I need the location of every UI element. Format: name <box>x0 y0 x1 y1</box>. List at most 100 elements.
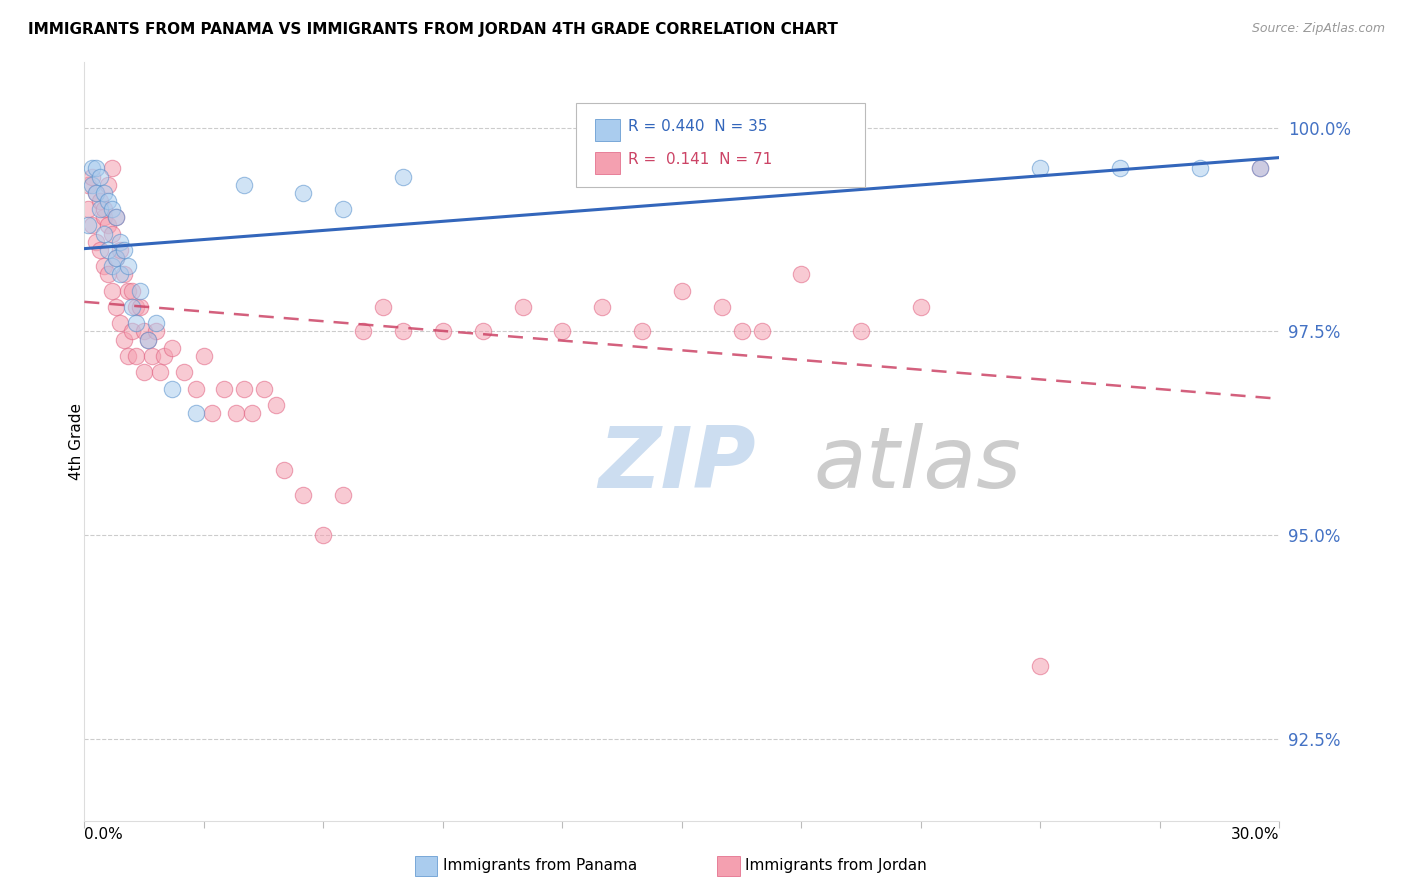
Point <box>101 284 124 298</box>
Point <box>1249 161 1271 176</box>
Point <box>352 325 374 339</box>
Point <box>751 325 773 339</box>
Point <box>129 284 152 298</box>
Text: 0.0%: 0.0% <box>84 827 124 842</box>
Point <box>312 528 335 542</box>
Point <box>89 194 111 208</box>
Point <box>212 382 235 396</box>
Point <box>851 325 873 339</box>
Point <box>97 178 120 192</box>
Point <box>160 341 183 355</box>
Point <box>77 219 100 233</box>
Point <box>671 284 693 298</box>
Point <box>101 161 124 176</box>
Point <box>112 333 135 347</box>
Point <box>1109 161 1132 176</box>
Point <box>105 251 128 265</box>
Point <box>117 349 139 363</box>
Point <box>82 178 104 192</box>
Point <box>97 194 120 208</box>
Point <box>145 316 167 330</box>
Point <box>910 300 932 314</box>
Point <box>82 161 104 176</box>
Point <box>790 268 813 282</box>
Point <box>110 268 132 282</box>
Point <box>121 284 143 298</box>
Text: atlas: atlas <box>814 423 1021 506</box>
Point <box>253 382 276 396</box>
Text: Immigrants from Jordan: Immigrants from Jordan <box>745 858 927 872</box>
Point <box>201 406 224 420</box>
Point <box>136 333 159 347</box>
Point <box>110 235 132 249</box>
Text: IMMIGRANTS FROM PANAMA VS IMMIGRANTS FROM JORDAN 4TH GRADE CORRELATION CHART: IMMIGRANTS FROM PANAMA VS IMMIGRANTS FRO… <box>28 22 838 37</box>
Point <box>136 333 159 347</box>
Point <box>101 227 124 241</box>
Point <box>110 243 132 257</box>
Point <box>240 406 263 420</box>
Point <box>232 178 254 192</box>
Point <box>432 325 454 339</box>
Point <box>332 202 354 217</box>
Point <box>132 325 156 339</box>
Point <box>149 365 172 379</box>
Point <box>160 382 183 396</box>
Point <box>710 300 733 314</box>
Point <box>1029 161 1052 176</box>
Point <box>89 202 111 217</box>
Text: R =  0.141  N = 71: R = 0.141 N = 71 <box>628 152 773 167</box>
Point <box>82 219 104 233</box>
Point <box>93 211 115 225</box>
Point <box>93 259 115 273</box>
Point <box>264 398 287 412</box>
Point <box>129 300 152 314</box>
Point <box>93 202 115 217</box>
Text: 30.0%: 30.0% <box>1232 827 1279 842</box>
Point <box>82 169 104 184</box>
Point <box>591 300 613 314</box>
Point <box>112 243 135 257</box>
Point <box>77 202 100 217</box>
Point <box>471 325 494 339</box>
Point <box>86 186 108 200</box>
Text: Source: ZipAtlas.com: Source: ZipAtlas.com <box>1251 22 1385 36</box>
Point <box>1188 161 1211 176</box>
Point <box>1029 658 1052 673</box>
Point <box>89 169 111 184</box>
Point <box>105 211 128 225</box>
Point <box>105 251 128 265</box>
Point <box>332 487 354 501</box>
Point <box>631 325 654 339</box>
Point <box>97 219 120 233</box>
Point <box>512 300 534 314</box>
Point <box>97 243 120 257</box>
Point <box>125 349 148 363</box>
Point <box>232 382 254 396</box>
Point <box>112 268 135 282</box>
Point <box>141 349 163 363</box>
Point <box>145 325 167 339</box>
Point <box>153 349 176 363</box>
Point <box>184 382 207 396</box>
Point <box>173 365 195 379</box>
Point <box>125 316 148 330</box>
Point <box>125 300 148 314</box>
Point <box>97 268 120 282</box>
Point <box>292 186 315 200</box>
Point <box>392 325 415 339</box>
Point <box>86 186 108 200</box>
Point <box>86 235 108 249</box>
Point <box>551 325 574 339</box>
Point <box>117 259 139 273</box>
Point <box>273 463 295 477</box>
Point <box>110 316 132 330</box>
Point <box>101 202 124 217</box>
Point <box>93 186 115 200</box>
Point <box>105 211 128 225</box>
Point <box>93 227 115 241</box>
Point <box>89 243 111 257</box>
Point <box>193 349 215 363</box>
Text: Immigrants from Panama: Immigrants from Panama <box>443 858 637 872</box>
Point <box>225 406 247 420</box>
Point <box>117 284 139 298</box>
